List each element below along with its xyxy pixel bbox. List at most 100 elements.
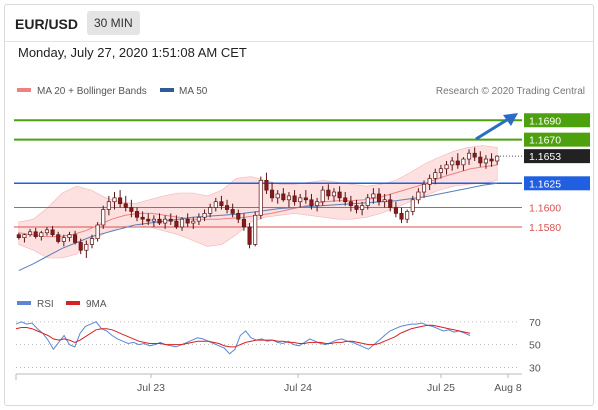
ma50-legend-label: MA 50 xyxy=(179,86,208,97)
candle xyxy=(489,153,494,167)
candle xyxy=(118,190,123,208)
svg-text:1.1600: 1.1600 xyxy=(529,203,561,215)
candle xyxy=(157,213,162,226)
candle xyxy=(61,234,66,247)
candle xyxy=(326,184,331,200)
rsi-line xyxy=(15,321,471,355)
candle xyxy=(455,153,460,169)
support-label-1: 1.1600 xyxy=(529,203,561,215)
candle xyxy=(286,192,291,208)
candle xyxy=(140,211,145,226)
svg-text:1.1625: 1.1625 xyxy=(529,178,561,190)
candle xyxy=(461,157,466,171)
candle xyxy=(354,199,359,214)
candle xyxy=(28,228,33,237)
ma20-legend-label: MA 20 + Bollinger Bands xyxy=(37,86,147,97)
candle xyxy=(168,213,173,226)
candle xyxy=(450,157,455,171)
candle xyxy=(241,213,246,231)
symbol-label: EUR/USD xyxy=(15,16,79,32)
candle xyxy=(348,195,353,212)
rsi-tick-label: 30 xyxy=(529,362,541,374)
candle xyxy=(382,193,387,208)
candle xyxy=(95,222,100,242)
candle xyxy=(219,195,224,210)
candle xyxy=(258,176,263,220)
ma9-legend-swatch xyxy=(66,301,80,305)
candle xyxy=(281,188,286,202)
candle xyxy=(84,240,89,258)
x-tick-label: Aug 8 xyxy=(494,382,522,394)
candle xyxy=(202,209,207,222)
candle xyxy=(89,234,95,249)
candle xyxy=(213,197,218,212)
candle xyxy=(444,160,449,175)
candle xyxy=(275,190,280,204)
candle xyxy=(264,172,269,194)
candle xyxy=(270,182,275,202)
candle xyxy=(236,209,241,224)
candle xyxy=(309,193,314,210)
x-tick-label: Jul 25 xyxy=(427,382,455,394)
source-credit: Research © 2020 Trading Central xyxy=(436,86,585,97)
candle xyxy=(410,195,415,216)
candle xyxy=(185,213,190,227)
candle xyxy=(478,151,483,167)
timeframe-button[interactable]: 30 MIN xyxy=(87,11,140,35)
candle xyxy=(163,215,168,229)
candle xyxy=(405,209,410,224)
candle xyxy=(495,155,500,165)
resistance-label-2: 1.1670 xyxy=(524,132,590,147)
candle xyxy=(33,227,38,239)
candle xyxy=(416,188,421,204)
candle xyxy=(134,207,140,222)
svg-text:1.1670: 1.1670 xyxy=(529,135,561,147)
rsi-legend-label: RSI xyxy=(37,299,54,310)
candle xyxy=(247,223,252,249)
candle xyxy=(371,188,376,204)
candle xyxy=(56,231,61,244)
candle xyxy=(106,195,111,216)
candle xyxy=(50,225,55,237)
candle xyxy=(253,211,258,247)
candle xyxy=(399,207,404,224)
candle xyxy=(123,195,128,212)
candle xyxy=(343,192,348,206)
candle xyxy=(191,217,196,229)
candle xyxy=(320,186,325,206)
svg-text:1.1653: 1.1653 xyxy=(529,151,561,163)
candle xyxy=(365,193,370,210)
candle xyxy=(388,193,393,212)
candle xyxy=(151,215,156,227)
candle xyxy=(112,192,117,210)
candle xyxy=(208,203,213,218)
candle xyxy=(67,231,72,242)
level-labels: 1.1690 1.1670 1.1653 1.1625 1.1600 1.1580 xyxy=(524,113,590,234)
resistance-label-1: 1.1690 xyxy=(524,113,590,128)
forecast-arrow xyxy=(475,113,518,141)
bollinger-band-area xyxy=(18,145,498,259)
x-ticks: Jul 23 Jul 24 Jul 25 Aug 8 xyxy=(15,374,522,394)
candle xyxy=(129,199,134,218)
rsi-panel: 70 50 30 xyxy=(15,317,541,374)
candle xyxy=(39,230,44,241)
candle xyxy=(73,230,78,245)
candle xyxy=(101,205,106,229)
candle xyxy=(483,155,488,169)
support-label-2: 1.1580 xyxy=(529,222,561,234)
candle xyxy=(433,168,438,185)
pivot-label: 1.1625 xyxy=(524,176,590,191)
candle xyxy=(303,190,308,204)
candle xyxy=(16,232,21,240)
svg-text:1.1580: 1.1580 xyxy=(529,222,561,234)
candle xyxy=(472,147,477,161)
ma20-legend-swatch xyxy=(17,88,31,92)
candle xyxy=(174,215,179,229)
candle xyxy=(22,233,27,243)
candle xyxy=(179,217,185,231)
rsi-tick-label: 50 xyxy=(529,340,541,352)
candle xyxy=(438,164,443,179)
candle xyxy=(337,186,342,202)
x-tick-label: Jul 23 xyxy=(137,382,165,394)
